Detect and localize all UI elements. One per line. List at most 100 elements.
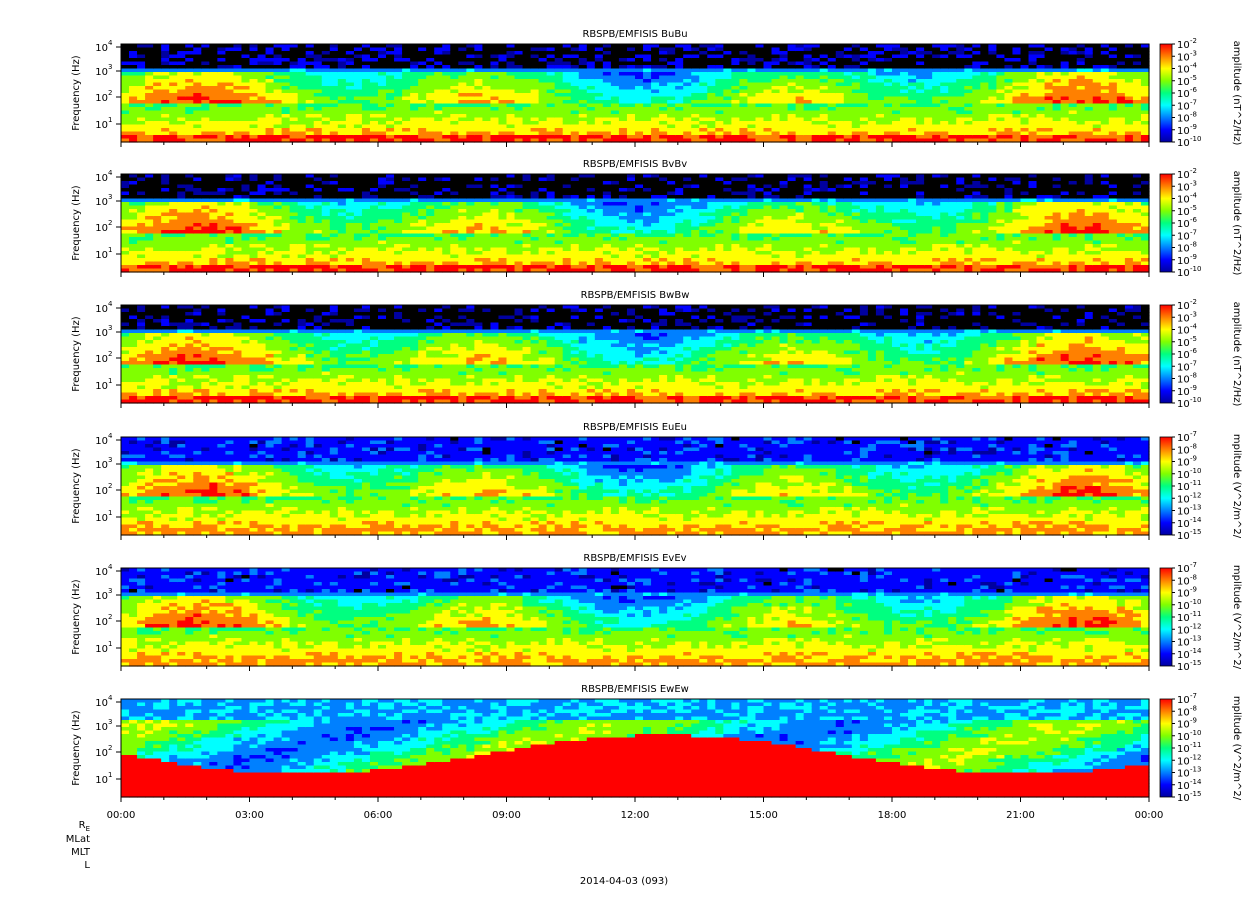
- spectrogram-cell: [298, 251, 307, 255]
- spectrogram-cell: [121, 178, 130, 182]
- spectrogram-cell: [201, 188, 210, 192]
- spectrogram-cell: [314, 128, 323, 132]
- spectrogram-cell: [619, 51, 628, 55]
- spectrogram-cell: [241, 100, 250, 104]
- spectrogram-cell: [1101, 90, 1110, 94]
- spectrogram-cell: [900, 132, 909, 136]
- spectrogram-cell: [731, 118, 740, 122]
- spectrogram-cell: [739, 121, 748, 125]
- spectrogram-cell: [619, 107, 628, 111]
- spectrogram-cell: [394, 55, 403, 59]
- spectrogram-cell: [466, 79, 475, 83]
- spectrogram-cell: [1021, 58, 1030, 62]
- spectrogram-cell: [185, 100, 194, 104]
- spectrogram-cell: [651, 76, 660, 80]
- spectrogram-cell: [587, 76, 596, 80]
- spectrogram-cell: [145, 100, 154, 104]
- spectrogram-cell: [1117, 128, 1126, 132]
- spectrogram-cell: [402, 174, 411, 178]
- spectrogram-cell: [322, 76, 331, 80]
- spectrogram-cell: [812, 132, 821, 136]
- spectrogram-cell: [193, 188, 202, 192]
- spectrogram-cell: [1133, 135, 1142, 139]
- spectrogram-cell: [193, 48, 202, 52]
- spectrogram-cell: [659, 69, 668, 73]
- spectrogram-cell: [386, 244, 395, 248]
- spectrogram-cell: [314, 65, 323, 69]
- spectrogram-cell: [764, 48, 773, 52]
- spectrogram-cell: [201, 118, 210, 122]
- spectrogram-cell: [651, 97, 660, 101]
- spectrogram-cell: [956, 55, 965, 59]
- spectrogram-cell: [169, 121, 178, 125]
- spectrogram-cell: [555, 55, 564, 59]
- spectrogram-cell: [282, 48, 291, 52]
- spectrogram-cell: [354, 181, 363, 185]
- spectrogram-cell: [298, 213, 307, 217]
- spectrogram-cell: [1133, 83, 1142, 87]
- spectrogram-cell: [523, 79, 532, 83]
- spectrogram-cell: [948, 114, 957, 118]
- spectrogram-cell: [161, 62, 170, 66]
- spectrogram-cell: [121, 230, 130, 234]
- spectrogram-cell: [290, 206, 299, 210]
- spectrogram-cell: [338, 244, 347, 248]
- spectrogram-cell: [1012, 111, 1021, 115]
- spectrogram-cell: [780, 121, 789, 125]
- spectrogram-cell: [852, 118, 861, 122]
- spectrogram-cell: [258, 223, 267, 227]
- spectrogram-cell: [354, 255, 363, 259]
- spectrogram-cell: [274, 262, 283, 266]
- spectrogram-cell: [161, 265, 170, 269]
- spectrogram-cell: [884, 125, 893, 129]
- spectrogram-cell: [298, 230, 307, 234]
- spectrogram-cell: [523, 97, 532, 101]
- spectrogram-cell: [1069, 107, 1078, 111]
- spectrogram-cell: [250, 58, 259, 62]
- spectrogram-cell: [1061, 135, 1070, 139]
- spectrogram-cell: [892, 125, 901, 129]
- spectrogram-cell: [675, 72, 684, 76]
- spectrogram-cell: [579, 58, 588, 62]
- spectrogram-cell: [466, 251, 475, 255]
- spectrogram-cell: [193, 174, 202, 178]
- spectrogram-cell: [1133, 79, 1142, 83]
- spectrogram-cell: [884, 44, 893, 48]
- spectrogram-cell: [458, 107, 467, 111]
- spectrogram-cell: [177, 174, 186, 178]
- spectrogram-cell: [153, 216, 162, 220]
- spectrogram-cell: [233, 128, 242, 132]
- spectrogram-cell: [900, 111, 909, 115]
- spectrogram-cell: [900, 44, 909, 48]
- spectrogram-cell: [675, 104, 684, 108]
- spectrogram-cell: [587, 107, 596, 111]
- spectrogram-cell: [458, 111, 467, 115]
- spectrogram-cell: [418, 86, 427, 90]
- spectrogram-cell: [250, 93, 259, 97]
- spectrogram-cell: [1133, 107, 1142, 111]
- spectrogram-cell: [466, 111, 475, 115]
- spectrogram-cell: [1133, 76, 1142, 80]
- spectrogram-cell: [940, 48, 949, 52]
- spectrogram-cell: [274, 65, 283, 69]
- spectrogram-cell: [515, 125, 524, 129]
- spectrogram-cell: [924, 107, 933, 111]
- spectrogram-cell: [772, 111, 781, 115]
- spectrogram-cell: [217, 251, 226, 255]
- spectrogram-cell: [250, 185, 259, 189]
- spectrogram-cell: [145, 227, 154, 231]
- spectrogram-cell: [796, 83, 805, 87]
- spectrogram-cell: [282, 248, 291, 252]
- spectrogram-cell: [474, 195, 483, 199]
- spectrogram-cell: [683, 132, 692, 136]
- spectrogram-cell: [764, 79, 773, 83]
- spectrogram-cell: [466, 230, 475, 234]
- spectrogram-cell: [683, 48, 692, 52]
- spectrogram-cell: [490, 44, 499, 48]
- spectrogram-cell: [209, 128, 218, 132]
- spectrogram-cell: [691, 107, 700, 111]
- spectrogram-cell: [860, 111, 869, 115]
- spectrogram-cell: [209, 72, 218, 76]
- spectrogram-cell: [1133, 104, 1142, 108]
- spectrogram-cell: [209, 248, 218, 252]
